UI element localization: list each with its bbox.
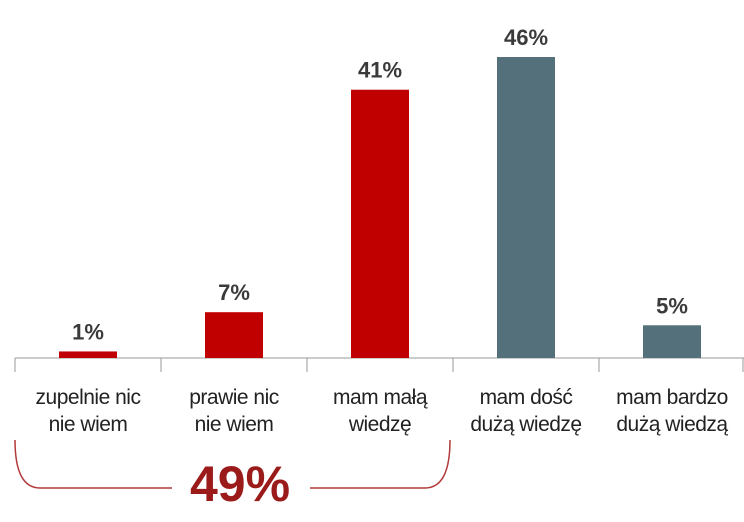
value-label: 41% [358, 58, 402, 83]
bar [205, 312, 263, 358]
category-label: prawie nic nie wiem [189, 386, 279, 436]
category-label: mam małą wiedzę [332, 386, 428, 436]
value-label: 5% [656, 293, 688, 318]
annotation: 49% [189, 456, 291, 512]
bar [59, 351, 117, 358]
bracket [14, 439, 451, 489]
bar [643, 325, 701, 358]
value-label: 46% [504, 25, 548, 50]
value-label: 1% [72, 319, 104, 344]
bar [497, 57, 555, 358]
category-label: mam bardzo dużą wiedzą [616, 386, 728, 436]
category-label: zupelnie nic nie wiem [35, 386, 141, 436]
category-label: mam dość dużą wiedzę [470, 386, 582, 436]
bar [351, 89, 409, 358]
value-label: 7% [218, 280, 250, 305]
